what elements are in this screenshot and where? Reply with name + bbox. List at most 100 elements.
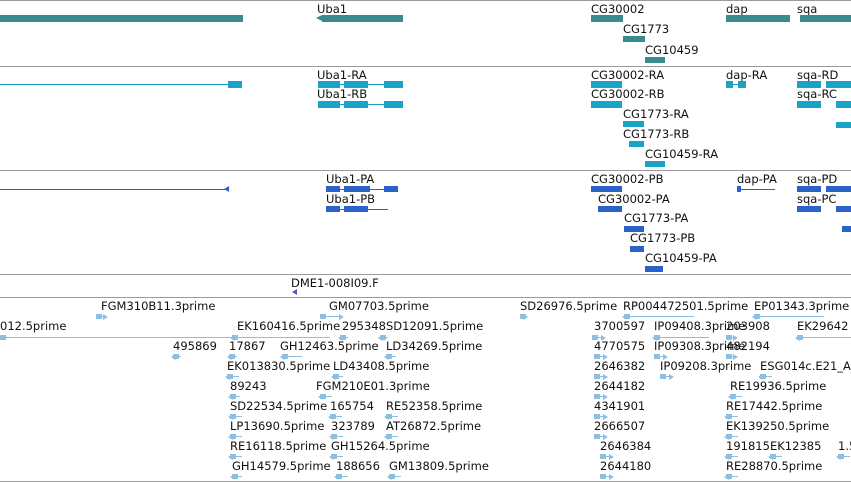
cds[interactable]	[384, 186, 398, 192]
cdna-label[interactable]: LD43408.5prime	[333, 359, 430, 373]
exon[interactable]	[591, 81, 622, 88]
transcript-label[interactable]: CG30002-RA	[591, 68, 665, 82]
exon[interactable]	[645, 161, 665, 167]
protein-label[interactable]: CG30002-PB	[591, 172, 664, 186]
cdna-feature[interactable]	[389, 476, 401, 477]
cdna-label[interactable]: 295348	[342, 319, 386, 333]
cdna-label[interactable]: RE16118.5prime	[230, 439, 327, 453]
cdna-label[interactable]: 89243	[230, 379, 267, 393]
transcript-label[interactable]: Uba1-RB	[317, 87, 368, 101]
cds[interactable]	[326, 186, 340, 192]
cdna-label[interactable]: 2646384	[600, 439, 652, 453]
cdna-label[interactable]: EK013830.5prime	[227, 359, 331, 373]
cdna-feature[interactable]	[594, 376, 606, 377]
transcript-label[interactable]: CG1773-RB	[623, 127, 690, 141]
cdna-label[interactable]: 2644182	[594, 379, 646, 393]
cdna-feature[interactable]	[594, 416, 606, 417]
cdna-label[interactable]: GM13809.5prime	[389, 459, 489, 473]
cdna-label[interactable]: 323789	[331, 419, 375, 433]
protein-label[interactable]: Uba1-PA	[326, 172, 375, 186]
cdna-feature[interactable]	[386, 416, 398, 417]
cdna-feature[interactable]	[230, 436, 242, 437]
protein-label[interactable]: sqa-PD	[797, 172, 838, 186]
exon[interactable]	[836, 122, 851, 128]
exon[interactable]	[842, 116, 851, 120]
exon[interactable]	[228, 81, 242, 88]
cdna-label[interactable]: LD34269.5prime	[386, 339, 483, 353]
cdna-label[interactable]: RP004472501.5prime	[623, 299, 749, 313]
gene-feature[interactable]	[726, 15, 790, 22]
cdna-feature[interactable]	[330, 416, 342, 417]
cdna-feature[interactable]	[594, 436, 606, 437]
transcript-label[interactable]: dap-RA	[726, 68, 768, 82]
cdna-feature[interactable]	[230, 456, 242, 457]
cdna-label[interactable]: SD26976.5prime	[520, 299, 618, 313]
cdna-feature[interactable]	[754, 316, 824, 317]
cdna-feature[interactable]	[331, 456, 343, 457]
exon[interactable]	[629, 141, 644, 147]
cdna-feature[interactable]	[331, 436, 343, 437]
cdna-label[interactable]: 012.5prime	[0, 319, 67, 333]
cds[interactable]	[797, 206, 821, 212]
exon[interactable]	[318, 101, 340, 108]
exon[interactable]	[344, 101, 368, 108]
cdna-label[interactable]: GH12463.5prime	[280, 339, 379, 353]
cdna-label[interactable]: ESG014c.E21_A	[760, 359, 851, 373]
cdna-label[interactable]: 1.5p	[838, 439, 851, 453]
cdna-label[interactable]: RE19936.5prime	[730, 379, 827, 393]
cdna-label[interactable]: EP01343.3prime	[754, 299, 850, 313]
cdna-label[interactable]: 2666507	[594, 419, 646, 433]
cdna-feature[interactable]	[726, 456, 738, 457]
cds[interactable]	[344, 186, 370, 192]
exon[interactable]	[797, 101, 821, 108]
cdna-label[interactable]: IP09208.3prime	[660, 359, 752, 373]
gene-feature[interactable]	[322, 15, 403, 22]
gene-feature[interactable]	[623, 36, 645, 42]
cdna-feature[interactable]	[320, 316, 342, 317]
transcript-label[interactable]: CG1773-RA	[623, 107, 689, 121]
exon[interactable]	[384, 101, 403, 108]
cdna-label[interactable]: 495869	[173, 339, 217, 353]
exon[interactable]	[623, 121, 644, 127]
protein-label[interactable]: CG1773-PB	[630, 231, 696, 245]
cds[interactable]	[624, 226, 644, 232]
cdna-label[interactable]: SD22534.5prime	[230, 399, 328, 413]
contig-feature[interactable]	[292, 289, 297, 295]
transcript-label[interactable]: CG10459-RA	[645, 147, 719, 161]
protein-label[interactable]: CG30002-PA	[598, 192, 670, 206]
exon[interactable]	[726, 81, 733, 88]
cdna-label[interactable]: IP09308.3prime	[654, 339, 746, 353]
cdna-feature[interactable]	[760, 376, 772, 377]
transcript-label[interactable]: sqa-RC	[797, 87, 837, 101]
cds[interactable]	[591, 186, 622, 192]
cdna-feature[interactable]	[230, 416, 242, 417]
cdna-feature[interactable]	[320, 396, 332, 397]
cdna-label[interactable]: 165754	[330, 399, 374, 413]
cdna-feature[interactable]	[282, 356, 302, 357]
cdna-feature[interactable]	[797, 337, 851, 338]
gene-feature[interactable]	[591, 15, 623, 22]
cds[interactable]	[836, 206, 851, 212]
cdna-feature[interactable]	[726, 416, 738, 417]
cdna-label[interactable]: 188656	[336, 459, 380, 473]
cdna-label[interactable]: 2646382	[594, 359, 646, 373]
cds[interactable]	[326, 206, 340, 212]
cdna-label[interactable]: FGM210E01.3prime	[316, 379, 430, 393]
cdna-feature[interactable]	[726, 476, 738, 477]
cdna-feature[interactable]	[227, 376, 239, 377]
cdna-feature[interactable]	[592, 337, 604, 338]
gene-label[interactable]: sqa	[797, 2, 818, 16]
cdna-label[interactable]: 482194	[726, 339, 770, 353]
cds[interactable]	[842, 226, 851, 232]
cdna-label[interactable]: RE52358.5prime	[386, 399, 483, 413]
cdna-feature[interactable]	[624, 316, 694, 317]
gene-label[interactable]: dap	[726, 2, 748, 16]
cdna-feature[interactable]	[654, 337, 709, 338]
cdna-feature[interactable]	[600, 456, 612, 457]
cds[interactable]	[797, 186, 821, 192]
protein-label[interactable]: Uba1-PB	[326, 192, 376, 206]
exon[interactable]	[797, 81, 821, 88]
cdna-label[interactable]: LP13690.5prime	[230, 419, 325, 433]
cdna-label[interactable]: RE17442.5prime	[726, 399, 823, 413]
cdna-label[interactable]: RE28870.5prime	[726, 459, 823, 473]
